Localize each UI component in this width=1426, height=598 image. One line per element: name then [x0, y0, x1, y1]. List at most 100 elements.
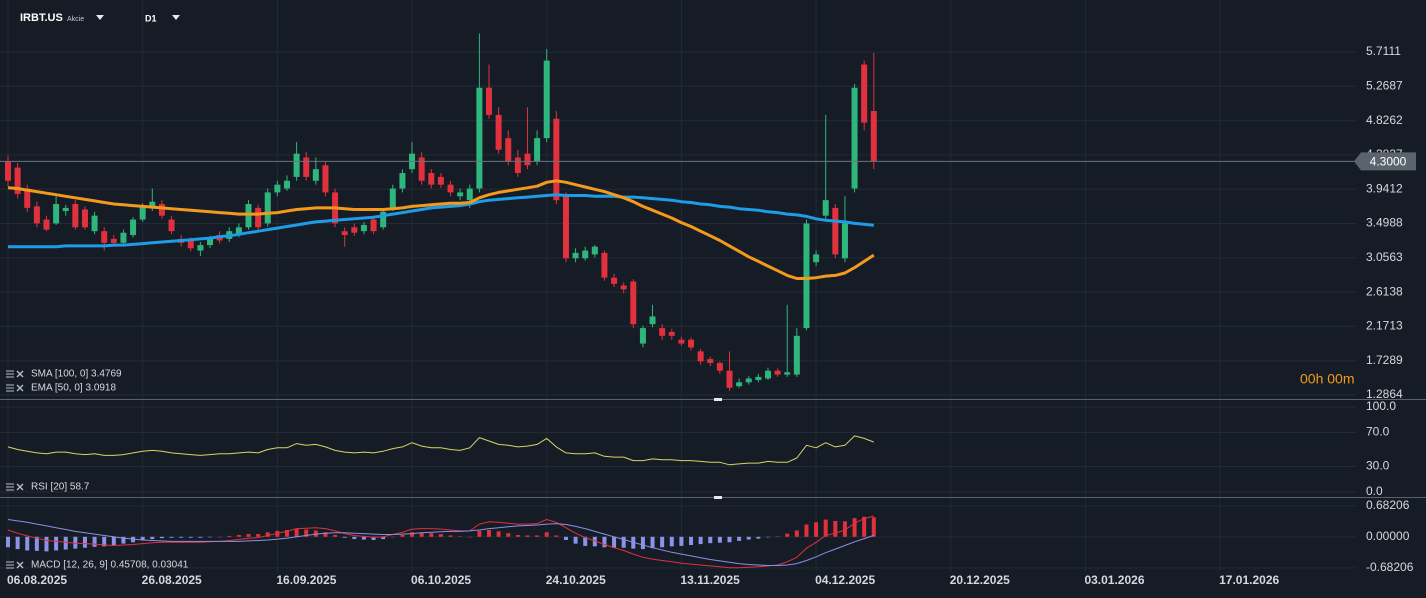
candle-body	[418, 157, 425, 181]
histogram-bar	[294, 528, 299, 537]
indicator-legend[interactable]: RSI [20] 58.7	[31, 482, 90, 493]
histogram-bar	[737, 536, 742, 541]
histogram-bar	[785, 533, 790, 537]
candle-body	[293, 153, 300, 177]
histogram-bar	[573, 536, 578, 544]
y-tick-label: 70.0	[1366, 425, 1390, 439]
histogram-bar	[833, 520, 838, 537]
candle-body	[91, 215, 98, 232]
histogram-bar	[775, 536, 780, 537]
candle-body	[5, 161, 11, 181]
histogram-bar	[823, 519, 828, 537]
histogram-bar	[708, 536, 713, 544]
histogram-bar	[92, 536, 97, 547]
candle-body	[428, 173, 435, 185]
candle-body	[101, 231, 108, 243]
indicator-legend[interactable]: SMA [100, 0] 3.4769	[31, 369, 122, 380]
indicator-line	[7, 435, 874, 466]
histogram-bar	[640, 536, 645, 550]
symbol[interactable]: IRBT.US	[20, 12, 63, 24]
symbol-dropdown[interactable]	[96, 15, 104, 20]
legend-settings-icon[interactable]	[6, 483, 14, 491]
histogram-bar	[150, 536, 155, 540]
ui-layer: IRBT.US Akcie D1 00h 00m 06.08.2025 26.08…	[6, 12, 1416, 587]
panel-resize-handle[interactable]	[714, 496, 722, 499]
indicator-legend[interactable]: EMA [50, 0] 3.0918	[31, 383, 116, 394]
histogram-bar	[179, 536, 184, 538]
candle-body	[813, 254, 820, 263]
histogram-bar	[477, 530, 482, 537]
candle-body	[283, 180, 290, 189]
x-tick-label: 06.10.2025	[411, 573, 471, 587]
asset-class: Akcie	[67, 16, 84, 23]
y-tick-label: 5.7111	[1366, 44, 1401, 58]
timeframe[interactable]: D1	[145, 13, 157, 23]
candle-body	[755, 376, 762, 381]
histogram-bar	[159, 536, 164, 539]
histogram-bar	[842, 521, 847, 537]
panel-resize-handle[interactable]	[714, 398, 722, 401]
candle-body	[62, 207, 69, 212]
legend-remove-icon[interactable]	[16, 370, 24, 378]
candle-body	[14, 167, 21, 194]
candle-body	[303, 157, 310, 177]
candle-body	[832, 207, 839, 255]
legend-settings-icon[interactable]	[6, 370, 14, 378]
candle-body	[341, 231, 348, 236]
candle-body	[688, 339, 695, 348]
candle-body	[582, 250, 589, 259]
candle-body	[120, 232, 127, 243]
y-tick-label: 3.0563	[1366, 250, 1403, 264]
histogram-bar	[765, 536, 770, 538]
legend-remove-icon[interactable]	[16, 483, 24, 491]
indicator-line	[7, 519, 874, 566]
indicator-line	[7, 179, 875, 280]
y-tick-label: 0.0	[1366, 484, 1383, 498]
histogram-bar	[756, 536, 761, 539]
histogram-bar	[15, 536, 20, 550]
histogram-bar	[458, 536, 463, 537]
histogram-bar	[188, 536, 193, 538]
x-tick-label: 24.10.2025	[546, 573, 606, 587]
candle-body	[255, 207, 262, 228]
legend-settings-icon[interactable]	[6, 384, 14, 392]
grid-layer	[0, 0, 1356, 572]
candle-body	[861, 64, 868, 123]
candle-body	[24, 188, 31, 208]
candle-body	[678, 339, 685, 344]
candle-body	[207, 238, 214, 246]
candle-body	[197, 245, 204, 251]
candle-body	[476, 87, 483, 189]
candle-body	[707, 359, 714, 363]
legend-remove-icon[interactable]	[16, 384, 24, 392]
candle-body	[736, 382, 743, 387]
candle-body	[110, 238, 117, 243]
histogram-bar	[236, 535, 241, 537]
histogram-bar	[717, 536, 722, 543]
indicator-legend[interactable]: MACD [12, 26, 9] 0.45708, 0.03041	[31, 560, 189, 571]
candle-body	[351, 227, 358, 233]
histogram-bar	[265, 532, 270, 537]
y-tick-label: 1.2864	[1366, 387, 1403, 401]
candle-body	[841, 223, 848, 259]
candle-body	[274, 184, 281, 193]
timeframe-dropdown[interactable]	[172, 15, 180, 20]
histogram-bar	[34, 536, 39, 551]
histogram-bar	[400, 535, 405, 537]
histogram-bar	[698, 536, 703, 545]
candle-body	[360, 224, 367, 232]
histogram-bar	[44, 536, 49, 552]
histogram-bar	[679, 536, 684, 546]
histogram-bar	[467, 536, 472, 538]
candle-body	[437, 176, 444, 185]
y-tick-label: 0.68206	[1366, 498, 1410, 512]
x-tick-label: 06.08.2025	[7, 573, 67, 587]
legend-settings-icon[interactable]	[6, 561, 14, 569]
candle-body	[245, 204, 252, 228]
histogram-bar	[323, 532, 328, 537]
candle-body	[601, 252, 608, 278]
candle-body	[822, 200, 829, 216]
candle-body	[620, 285, 627, 290]
legend-remove-icon[interactable]	[16, 561, 24, 569]
